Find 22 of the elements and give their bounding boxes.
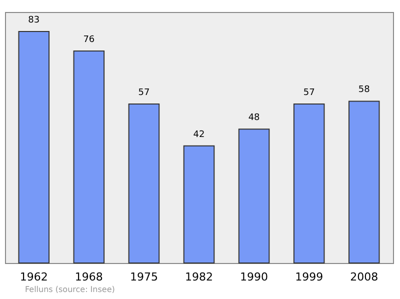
bar — [293, 104, 325, 264]
x-tick-label: 1982 — [185, 270, 213, 284]
data-label: 83 — [28, 16, 40, 26]
data-label: 57 — [303, 88, 315, 98]
data-label: 48 — [248, 113, 260, 124]
x-tick-label: 1990 — [240, 270, 268, 284]
bar — [183, 145, 215, 264]
data-label: 42 — [193, 130, 205, 140]
data-label: 76 — [83, 35, 95, 46]
x-tick-label: 1962 — [20, 270, 48, 284]
bar — [73, 50, 105, 264]
x-tick-label: 1968 — [74, 270, 103, 284]
data-label: 57 — [138, 88, 150, 98]
data-label: 58 — [358, 85, 370, 96]
x-tick-label: 2008 — [350, 270, 378, 284]
bar — [348, 100, 380, 264]
bar — [18, 31, 50, 264]
bar — [128, 104, 160, 264]
text: Felluns (source: Insee) — [25, 285, 115, 294]
x-tick-label: 1999 — [295, 270, 324, 284]
x-tick-label: 1975 — [130, 270, 158, 284]
bar — [238, 128, 270, 264]
